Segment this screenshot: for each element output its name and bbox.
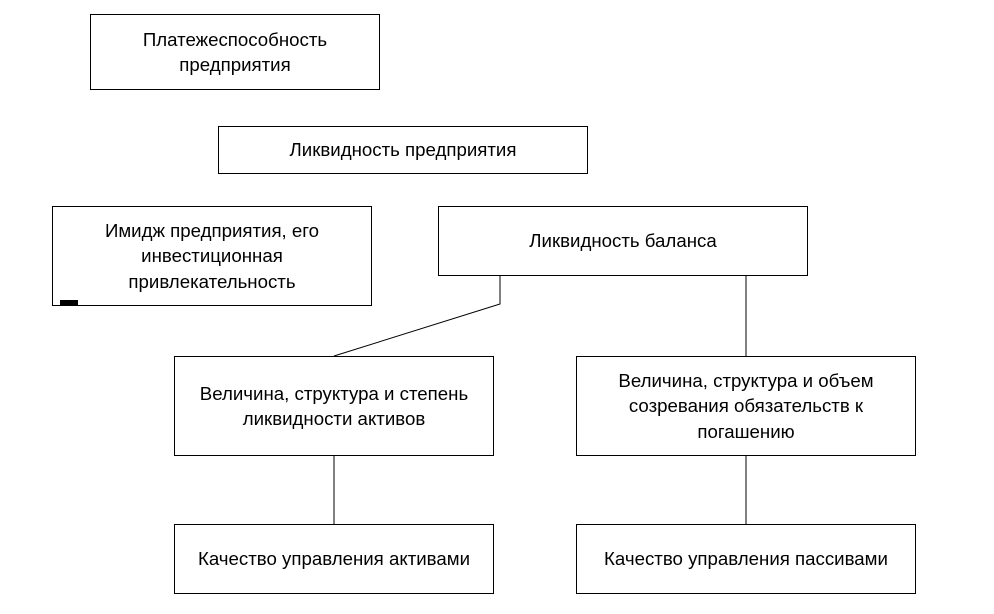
node-liabilities-quality: Качество управления пассивами <box>576 524 916 594</box>
tick-mark <box>60 300 78 306</box>
node-label: Качество управления активами <box>198 546 470 571</box>
node-label: Имидж предприятия, его инвестиционная пр… <box>63 218 361 294</box>
node-label: Ликвидность предприятия <box>290 137 517 162</box>
node-label: Ликвидность баланса <box>529 228 716 253</box>
node-label: Платежеспособность предприятия <box>101 27 369 77</box>
node-solvency: Платежеспособность предприятия <box>90 14 380 90</box>
node-liabilities-structure: Величина, структура и объем созревания о… <box>576 356 916 456</box>
node-assets-structure: Величина, структура и степень ликвидност… <box>174 356 494 456</box>
node-label: Качество управления пассивами <box>604 546 888 571</box>
node-asset-quality: Качество управления активами <box>174 524 494 594</box>
node-liquidity-balance: Ликвидность баланса <box>438 206 808 276</box>
node-label: Величина, структура и объем созревания о… <box>587 368 905 444</box>
node-image: Имидж предприятия, его инвестиционная пр… <box>52 206 372 306</box>
diagram-canvas: Платежеспособность предприятия Ликвиднос… <box>0 0 994 614</box>
node-liquidity-enterprise: Ликвидность предприятия <box>218 126 588 174</box>
edges-layer <box>0 0 994 614</box>
node-label: Величина, структура и степень ликвидност… <box>185 381 483 431</box>
